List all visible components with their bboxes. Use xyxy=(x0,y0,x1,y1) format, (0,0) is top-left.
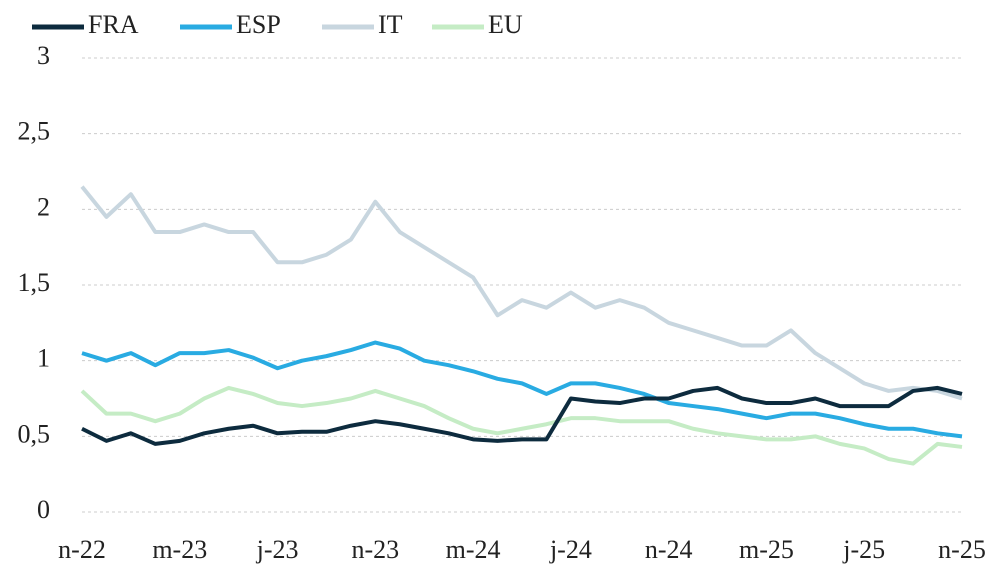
legend-label: IT xyxy=(378,10,403,39)
x-tick-label: m-25 xyxy=(739,535,794,564)
y-tick-label: 1,5 xyxy=(18,268,51,297)
series-line xyxy=(80,385,963,466)
y-tick-label: 0,5 xyxy=(18,419,51,448)
y-tick-label: 3 xyxy=(37,41,50,70)
series-line xyxy=(81,385,963,446)
y-tick-label: 1 xyxy=(37,344,50,373)
x-tick-label: n-22 xyxy=(58,535,106,564)
y-tick-label: 2 xyxy=(37,192,50,221)
x-tick-label: j-25 xyxy=(842,535,885,564)
legend-label: ESP xyxy=(236,10,281,39)
series-line xyxy=(81,340,963,439)
x-tick-label: j-24 xyxy=(549,535,592,564)
y-tick-label: 0 xyxy=(37,495,50,524)
x-tick-label: j-23 xyxy=(256,535,299,564)
y-tick-label: 2,5 xyxy=(18,117,51,146)
x-tick-label: n-23 xyxy=(351,535,399,564)
x-tick-label: n-24 xyxy=(645,535,693,564)
x-tick-label: m-23 xyxy=(152,535,207,564)
series-line xyxy=(80,185,963,401)
legend-label: EU xyxy=(488,10,523,39)
legend-label: FRA xyxy=(88,10,139,39)
x-tick-label: m-24 xyxy=(446,535,501,564)
x-tick-label: n-25 xyxy=(938,535,986,564)
